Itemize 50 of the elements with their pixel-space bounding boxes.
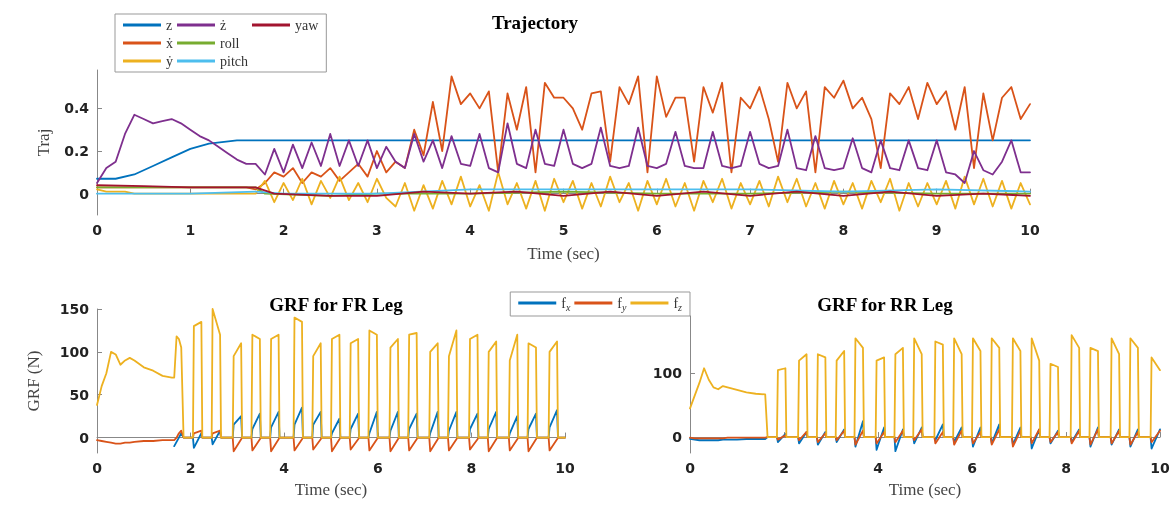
x-tick-label: 10 <box>555 460 575 476</box>
x-tick-label: 4 <box>873 460 884 476</box>
x-tick-label: 6 <box>651 222 662 238</box>
line-series <box>689 334 1161 438</box>
x-tick-label: 10 <box>1150 460 1170 476</box>
y-tick-label: 0 <box>79 429 90 446</box>
x-tick-label: 10 <box>1020 222 1040 238</box>
y-tick-label: 100 <box>59 343 90 360</box>
x-tick-label: 9 <box>931 222 942 238</box>
y-axis-title: GRF (N) <box>24 350 43 412</box>
x-axis-title: Time (sec) <box>527 244 600 263</box>
y-tick-label: 0 <box>79 185 90 202</box>
y-tick-label: 0.4 <box>64 100 90 117</box>
legend-label: z <box>166 17 173 33</box>
legend-label: ẋ <box>166 35 173 51</box>
x-tick-label: 2 <box>278 222 289 238</box>
legend-label: ż <box>220 17 227 33</box>
x-tick-label: 8 <box>838 222 849 238</box>
chart-title: GRF for RR Leg <box>817 294 954 315</box>
x-tick-label: 0 <box>92 460 103 476</box>
chart-title: GRF for FR Leg <box>269 294 404 315</box>
chart-title: Trajectory <box>491 12 579 33</box>
y-tick-label: 0.2 <box>64 143 89 160</box>
x-tick-label: 6 <box>967 460 977 476</box>
y-tick-label: 50 <box>69 386 90 403</box>
x-tick-label: 2 <box>185 460 196 476</box>
legend-label: roll <box>220 35 240 51</box>
x-tick-label: 6 <box>372 460 383 476</box>
x-axis-title: Time (sec) <box>294 480 368 499</box>
x-tick-label: 3 <box>372 222 382 238</box>
line-series <box>96 171 1031 212</box>
legend-label: pitch <box>220 53 248 69</box>
y-tick-label: 150 <box>59 301 90 317</box>
x-tick-label: 4 <box>279 460 290 476</box>
x-tick-label: 4 <box>465 222 476 238</box>
legend-label: yaw <box>294 17 320 33</box>
y-axis-title: Traj <box>34 128 53 157</box>
x-tick-label: 1 <box>185 222 196 238</box>
line-series <box>96 113 1031 184</box>
y-tick-label: 100 <box>652 365 683 382</box>
x-tick-label: 2 <box>779 460 789 476</box>
x-tick-label: 8 <box>1061 460 1071 476</box>
x-tick-label: 0 <box>685 460 696 476</box>
x-axis-title: Time (sec) <box>888 480 962 499</box>
legend-label: ẏ <box>166 53 173 69</box>
line-series <box>96 139 1031 180</box>
x-tick-label: 7 <box>745 222 755 238</box>
x-tick-label: 8 <box>466 460 477 476</box>
x-tick-label: 5 <box>558 222 569 238</box>
x-tick-label: 0 <box>92 222 103 238</box>
